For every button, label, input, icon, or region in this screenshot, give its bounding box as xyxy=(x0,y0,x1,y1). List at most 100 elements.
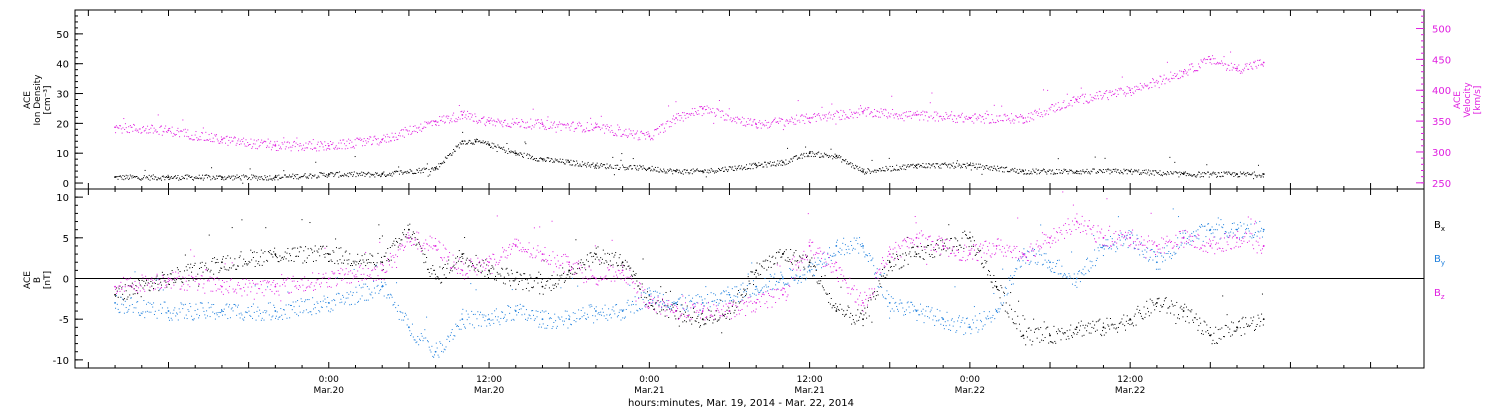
data-point-velocity xyxy=(675,117,677,119)
data-point-bx xyxy=(184,254,186,256)
data-point-density xyxy=(169,178,171,180)
data-point-density xyxy=(828,156,830,158)
data-point-bx xyxy=(836,308,838,310)
data-point-velocity xyxy=(506,125,508,127)
data-point-velocity xyxy=(729,119,731,121)
data-point-velocity xyxy=(793,123,795,125)
data-point-by xyxy=(240,312,242,314)
data-point-density xyxy=(803,152,805,154)
data-point-density xyxy=(266,179,268,181)
data-point-density xyxy=(435,166,437,168)
data-point-density xyxy=(1057,158,1059,160)
data-point-velocity xyxy=(392,136,394,138)
data-point-density xyxy=(1180,172,1182,174)
data-point-bx xyxy=(307,248,309,250)
data-point-bx xyxy=(665,291,667,293)
data-point-density xyxy=(604,167,606,169)
data-point-by xyxy=(448,336,450,338)
data-point-density xyxy=(1142,170,1144,172)
data-point-density xyxy=(1199,176,1201,178)
data-point-bx xyxy=(1218,337,1220,339)
data-point-bx xyxy=(1139,309,1141,311)
data-point-by xyxy=(479,311,481,313)
data-point-bx xyxy=(1155,302,1158,304)
data-point-density xyxy=(736,167,738,169)
data-point-density xyxy=(814,153,816,155)
data-point-density xyxy=(199,177,201,179)
data-point-bx xyxy=(252,252,254,254)
data-point-bx xyxy=(267,260,269,262)
data-point-by xyxy=(291,309,293,311)
data-point-density xyxy=(906,165,908,167)
data-point-bx xyxy=(1150,312,1152,314)
data-point-bx xyxy=(1133,315,1135,317)
data-point-bx xyxy=(548,277,550,279)
data-point-by xyxy=(180,302,182,304)
data-point-bx xyxy=(173,282,175,284)
data-point-velocity xyxy=(526,127,528,129)
data-point-velocity xyxy=(335,145,337,147)
data-point-density xyxy=(787,147,789,149)
data-point-velocity xyxy=(268,146,270,148)
data-point-density xyxy=(462,143,464,145)
data-point-velocity xyxy=(949,115,951,117)
data-point-bx xyxy=(1233,330,1235,332)
data-point-bx xyxy=(514,277,517,280)
data-point-density xyxy=(846,163,848,165)
data-point-velocity xyxy=(1013,122,1015,124)
data-point-velocity xyxy=(434,121,436,123)
data-point-velocity xyxy=(1098,90,1100,92)
data-point-velocity xyxy=(1023,122,1025,124)
data-point-density xyxy=(499,147,501,149)
data-point-velocity xyxy=(914,114,916,116)
data-point-density xyxy=(215,175,217,177)
data-point-bx xyxy=(788,260,790,262)
data-point-by xyxy=(130,297,132,299)
data-point-by xyxy=(335,293,337,295)
data-point-bx xyxy=(282,256,284,258)
data-point-velocity xyxy=(497,118,499,120)
data-point-velocity xyxy=(272,144,274,146)
data-point-velocity xyxy=(1217,63,1219,65)
data-point-by xyxy=(138,314,140,316)
data-point-bx xyxy=(1114,323,1116,325)
data-point-velocity xyxy=(1064,107,1066,109)
data-point-bx xyxy=(300,246,302,248)
data-point-velocity xyxy=(210,140,212,142)
data-point-velocity xyxy=(1052,110,1054,112)
data-point-density xyxy=(408,172,410,174)
data-point-velocity xyxy=(912,114,914,116)
data-point-bx xyxy=(504,283,506,285)
data-point-velocity xyxy=(581,125,583,127)
data-point-bx xyxy=(1024,318,1026,320)
data-point-density xyxy=(921,166,923,168)
data-point-bx xyxy=(436,276,438,278)
data-point-bx xyxy=(478,270,480,272)
data-point-velocity xyxy=(842,110,844,112)
data-point-bx xyxy=(327,253,330,255)
data-point-density xyxy=(151,175,153,177)
data-point-density xyxy=(1083,171,1085,173)
data-point-by xyxy=(140,312,142,314)
data-point-bx xyxy=(1001,287,1003,289)
data-point-velocity xyxy=(863,109,865,111)
data-point-density xyxy=(651,165,653,167)
data-point-velocity xyxy=(677,119,679,121)
data-point-velocity xyxy=(691,112,693,114)
data-point-velocity xyxy=(833,115,835,117)
data-point-density xyxy=(173,176,175,178)
data-point-by xyxy=(244,316,246,318)
data-point-velocity xyxy=(1010,122,1012,124)
data-point-velocity xyxy=(722,110,724,112)
data-point-bx xyxy=(737,293,739,295)
data-point-density xyxy=(377,175,379,177)
data-point-density xyxy=(1228,171,1230,173)
data-point-bx xyxy=(755,276,757,278)
data-point-velocity xyxy=(1112,93,1114,95)
data-point-density xyxy=(221,176,223,178)
data-point-density xyxy=(1177,172,1179,174)
data-point-velocity xyxy=(1011,113,1013,115)
data-point-bx xyxy=(733,312,735,314)
data-point-density xyxy=(175,178,177,180)
data-point-density xyxy=(741,169,743,171)
